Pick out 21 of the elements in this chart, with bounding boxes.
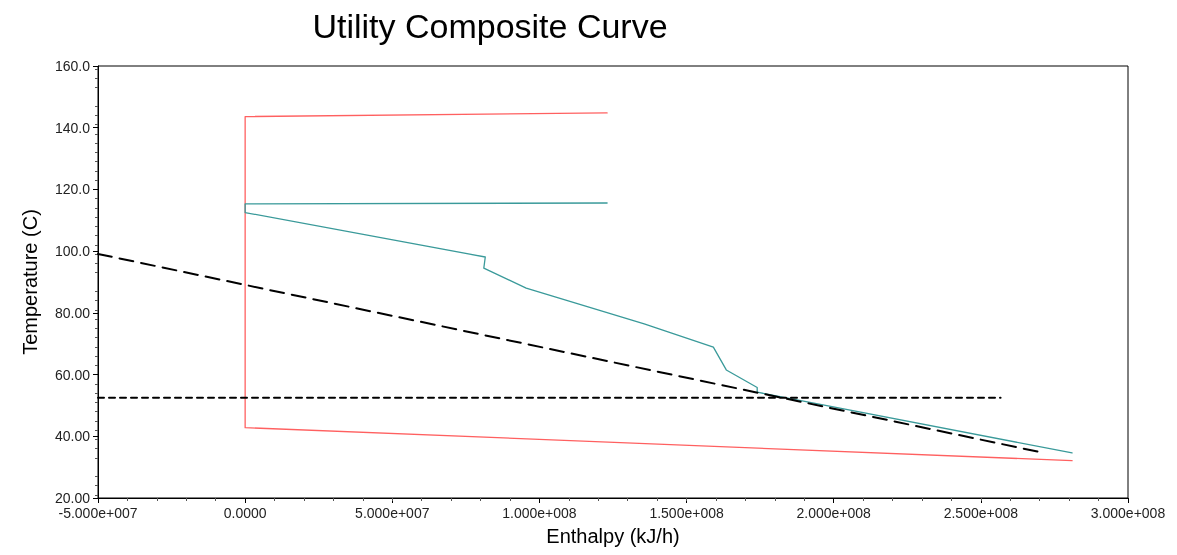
line-series — [244, 112, 1073, 462]
y-tick-label: 160.0 — [54, 58, 91, 74]
x-tick-label: 2.000e+008 — [796, 505, 872, 521]
chart-title: Utility Composite Curve — [312, 7, 668, 45]
x-tick-label: 2.500e+008 — [943, 505, 1019, 521]
x-axis-title: Enthalpy (kJ/h) — [546, 525, 680, 547]
y-axis-title: Temperature (C) — [19, 209, 41, 355]
x-tick-label: 1.500e+008 — [649, 505, 724, 521]
x-tick-label: 3.000e+008 — [1090, 505, 1166, 521]
line-series — [244, 202, 1073, 454]
x-tick-label: -5.000e+007 — [58, 505, 138, 521]
y-tick-label: 80.00 — [54, 304, 91, 321]
y-tick-label: 60.00 — [54, 366, 91, 383]
y-tick-label: 120.0 — [54, 181, 91, 198]
x-tick-label: 5.000e+007 — [355, 505, 430, 521]
x-tick-label: 1.000e+008 — [502, 505, 577, 521]
y-tick-label: 140.0 — [54, 119, 91, 136]
y-tick-label: 100.0 — [54, 243, 91, 260]
y-tick-label: 20.00 — [54, 490, 91, 506]
y-tick-label: 40.00 — [54, 428, 91, 445]
x-tick-label: 0.0000 — [223, 505, 267, 521]
